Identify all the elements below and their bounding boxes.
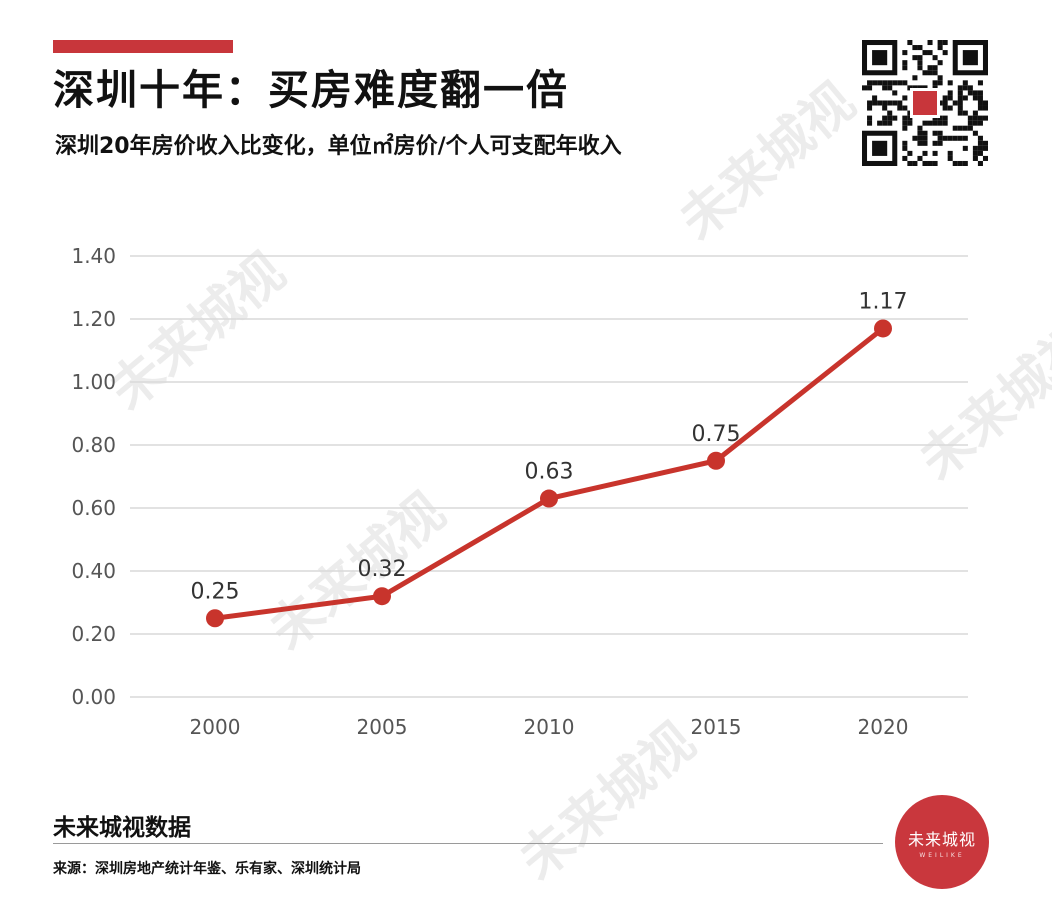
y-tick-label: 0.20	[71, 622, 116, 646]
x-tick-label: 2005	[357, 715, 408, 739]
y-tick-label: 0.80	[71, 433, 116, 457]
x-tick-label: 2020	[858, 715, 909, 739]
y-tick-label: 1.40	[71, 244, 116, 268]
y-tick-label: 0.60	[71, 496, 116, 520]
x-tick-label: 2015	[691, 715, 742, 739]
data-point	[707, 451, 725, 470]
logo-text: 未来城视	[907, 829, 976, 849]
data-point	[540, 489, 558, 508]
qr-code-icon	[862, 40, 988, 166]
data-label: 0.63	[525, 460, 574, 485]
data-label: 1.17	[859, 289, 908, 314]
data-point	[373, 587, 391, 606]
page-title: 深圳十年：买房难度翻一倍	[53, 66, 569, 114]
data-label: 0.25	[191, 579, 240, 604]
source-note: 来源：深圳房地产统计年鉴、乐有家、深圳统计局	[53, 861, 361, 877]
data-point	[874, 319, 892, 338]
data-label: 0.75	[692, 422, 741, 447]
accent-bar	[53, 40, 233, 53]
y-tick-label: 0.00	[71, 685, 116, 709]
x-tick-label: 2000	[190, 715, 241, 739]
y-tick-label: 1.00	[71, 370, 116, 394]
data-label: 0.32	[358, 557, 407, 582]
y-tick-label: 0.40	[71, 559, 116, 583]
logo-subtext: WEILIKE	[919, 851, 965, 859]
data-point	[206, 609, 224, 628]
y-tick-label: 1.20	[71, 307, 116, 331]
x-tick-label: 2010	[524, 715, 575, 739]
footer-divider	[53, 843, 883, 844]
brand-logo: 未来城视 WEILIKE	[895, 795, 989, 889]
page-subtitle: 深圳20年房价收入比变化，单位㎡房价/个人可支配年收入	[55, 134, 622, 159]
footer-brand: 未来城视数据	[53, 815, 191, 841]
